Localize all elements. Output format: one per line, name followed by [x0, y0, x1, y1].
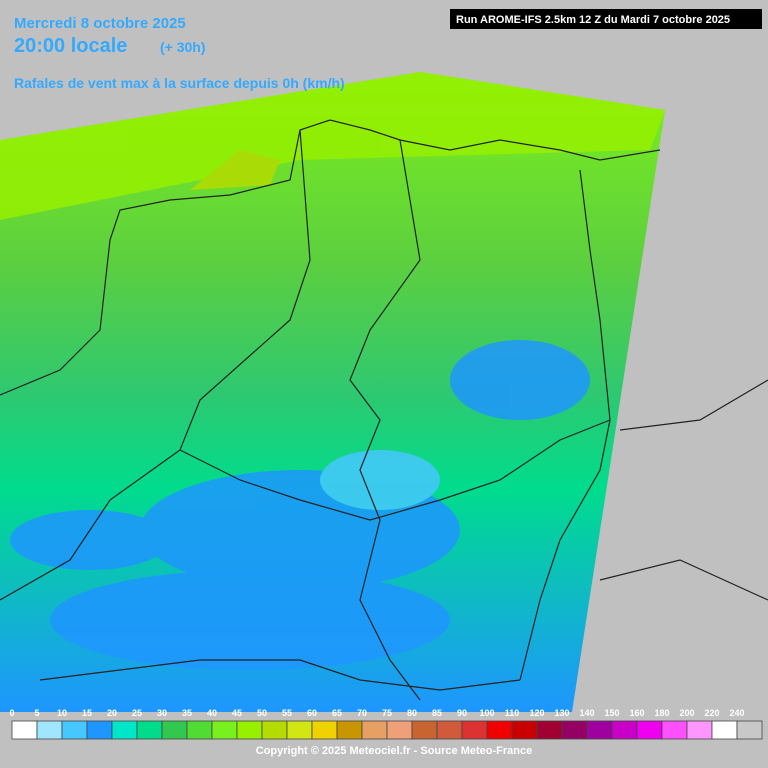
legend-label: 10	[57, 708, 67, 718]
legend-label: 35	[182, 708, 192, 718]
legend-label: 0	[9, 708, 14, 718]
legend-label: 45	[232, 708, 242, 718]
legend-swatch	[61, 720, 88, 740]
legend-swatch	[536, 720, 563, 740]
legend-label: 90	[457, 708, 467, 718]
legend-label: 60	[307, 708, 317, 718]
run-info: Run AROME-IFS 2.5km 12 Z du Mardi 7 octo…	[456, 14, 730, 26]
legend-swatch	[211, 720, 238, 740]
legend-swatch	[486, 720, 513, 740]
offset: (+ 30h)	[160, 39, 206, 55]
legend-swatch	[286, 720, 313, 740]
legend-swatch	[636, 720, 663, 740]
legend-swatch	[686, 720, 713, 740]
legend-swatch	[611, 720, 638, 740]
legend-label: 160	[629, 708, 644, 718]
legend-label: 15	[82, 708, 92, 718]
legend-label: 75	[382, 708, 392, 718]
borders	[0, 119, 768, 701]
time: 20:00 locale	[14, 35, 127, 57]
legend-label: 140	[579, 708, 594, 718]
legend-label: 110	[505, 708, 520, 718]
legend-swatch	[161, 720, 188, 740]
legend-swatch	[86, 720, 113, 740]
legend-swatch	[186, 720, 213, 740]
legend-swatch	[136, 720, 163, 740]
legend-panel	[0, 712, 768, 768]
legend: 0 5 10 15 20 25 30 35 40 45 50 55 60 65 70 75 80 85 90 100 1…	[9, 708, 763, 740]
legend-swatch	[711, 720, 738, 740]
run-box	[450, 9, 762, 29]
date: Mercredi 8 octobre 2025	[14, 15, 186, 32]
legend-label: 30	[157, 708, 167, 718]
legend-label: 180	[654, 708, 669, 718]
legend-swatch	[236, 720, 263, 740]
legend-swatch	[561, 720, 588, 740]
parameter: Rafales de vent max à la surface depuis …	[14, 75, 345, 91]
legend-swatch	[736, 720, 763, 740]
copyright: Copyright © 2025 Meteociel.fr - Source M…	[256, 745, 532, 757]
legend-label: 200	[679, 708, 694, 718]
legend-swatch	[511, 720, 538, 740]
legend-label: 25	[132, 708, 142, 718]
legend-label: 150	[604, 708, 619, 718]
legend-swatch	[261, 720, 288, 740]
legend-swatch	[386, 720, 413, 740]
legend-label: 5	[34, 708, 39, 718]
legend-label: 65	[332, 708, 342, 718]
legend-label: 130	[554, 708, 569, 718]
legend-label: 70	[357, 708, 367, 718]
legend-swatch	[461, 720, 488, 740]
legend-label: 220	[704, 708, 719, 718]
legend-swatch	[336, 720, 363, 740]
legend-label: 240	[729, 708, 744, 718]
legend-label: 20	[107, 708, 117, 718]
legend-swatch	[436, 720, 463, 740]
legend-swatch	[11, 720, 38, 740]
legend-label: 50	[257, 708, 267, 718]
legend-label: 85	[432, 708, 442, 718]
legend-swatch	[111, 720, 138, 740]
wind-patches	[0, 72, 665, 670]
legend-label: 100	[479, 708, 494, 718]
legend-swatch	[411, 720, 438, 740]
legend-label: 55	[282, 708, 292, 718]
legend-swatch	[311, 720, 338, 740]
legend-swatch	[661, 720, 688, 740]
legend-label: 120	[529, 708, 544, 718]
legend-swatch	[586, 720, 613, 740]
legend-swatch	[36, 720, 63, 740]
legend-label: 40	[207, 708, 217, 718]
legend-label: 80	[407, 708, 417, 718]
legend-swatch	[361, 720, 388, 740]
